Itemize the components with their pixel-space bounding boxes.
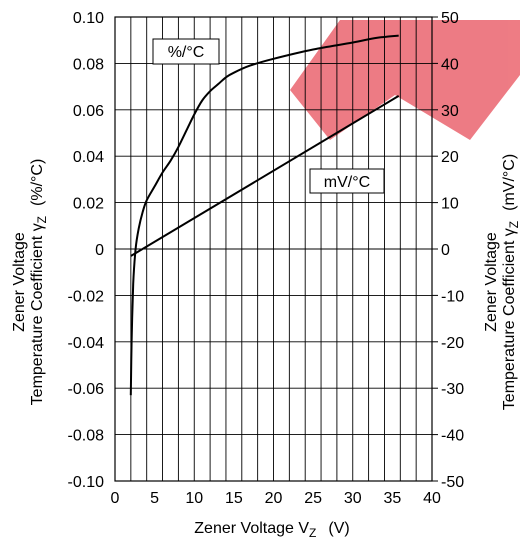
x-tick-label: 0 xyxy=(111,490,120,507)
right-y-tick-label: -20 xyxy=(441,335,464,352)
left-y-tick-label: 0.04 xyxy=(73,149,104,166)
series-line-percent xyxy=(129,34,399,396)
svg-text:Zener Voltage: Zener Voltage xyxy=(11,232,28,332)
left-y-tick-label: -0.08 xyxy=(68,428,105,445)
left-y-tick-label: -0.02 xyxy=(68,288,105,305)
series-layer xyxy=(129,34,400,396)
left-axis-tick-labels: 0.10 0.08 0.06 0.04 0.02 0 -0.02 -0.04 -0.06 -0.0… xyxy=(68,10,105,491)
series-label-mv: mV/°C xyxy=(324,174,370,191)
left-y-tick-label: 0 xyxy=(95,242,104,259)
left-y-tick-label: -0.10 xyxy=(68,474,105,491)
tick-marks xyxy=(432,16,438,482)
right-y-tick-label: 40 xyxy=(441,56,459,73)
x-axis-tick-labels: 0 5 10 15 20 25 30 35 40 xyxy=(111,490,441,507)
left-y-tick-label: 0.06 xyxy=(73,103,104,120)
right-y-tick-label: -30 xyxy=(441,381,464,398)
x-tick-label: 20 xyxy=(265,490,283,507)
left-y-tick-label: 0.02 xyxy=(73,196,104,213)
right-axis-title: Zener Voltage Temperature Coefficient γZ… xyxy=(483,154,521,410)
right-y-tick-label: -50 xyxy=(441,474,464,491)
svg-text:Zener Voltage: Zener Voltage xyxy=(483,232,500,332)
series-line-mv xyxy=(130,95,400,257)
left-y-tick-label: -0.04 xyxy=(68,335,105,352)
right-y-tick-label: 30 xyxy=(441,103,459,120)
right-y-tick-label: 10 xyxy=(441,196,459,213)
x-tick-label: 25 xyxy=(304,490,322,507)
grid xyxy=(115,17,432,481)
callout-mv: mV/°C xyxy=(309,168,385,194)
x-tick-label: 35 xyxy=(383,490,401,507)
right-y-tick-label: 0 xyxy=(441,242,450,259)
x-tick-label: 30 xyxy=(344,490,362,507)
right-y-tick-label: 20 xyxy=(441,149,459,166)
right-y-tick-label: -40 xyxy=(441,428,464,445)
svg-text:Temperature Coefficient γZ(%/: Temperature Coefficient γZ(%/°C) xyxy=(29,159,49,406)
x-tick-label: 5 xyxy=(150,490,159,507)
right-axis-tick-labels: 50 40 30 20 10 0 -10 -20 -30 -40 -50 xyxy=(441,10,464,491)
left-axis-title: Zener Voltage Temperature Coefficient γZ… xyxy=(11,159,49,406)
svg-text:Temperature Coefficient γZ(mV: Temperature Coefficient γZ(mV/°C) xyxy=(501,154,521,410)
right-y-tick-label: -10 xyxy=(441,288,464,305)
left-y-tick-label: -0.06 xyxy=(68,381,105,398)
right-y-tick-label: 50 xyxy=(441,10,459,27)
x-tick-label: 10 xyxy=(185,490,203,507)
x-tick-label: 15 xyxy=(225,490,243,507)
series-label-percent: %/°C xyxy=(168,44,205,61)
left-y-tick-label: 0.08 xyxy=(73,56,104,73)
x-tick-label: 40 xyxy=(423,490,441,507)
left-y-tick-label: 0.10 xyxy=(73,10,104,27)
callout-percent: %/°C xyxy=(152,38,220,65)
x-axis-title: Zener Voltage VZ (V) xyxy=(194,520,349,540)
